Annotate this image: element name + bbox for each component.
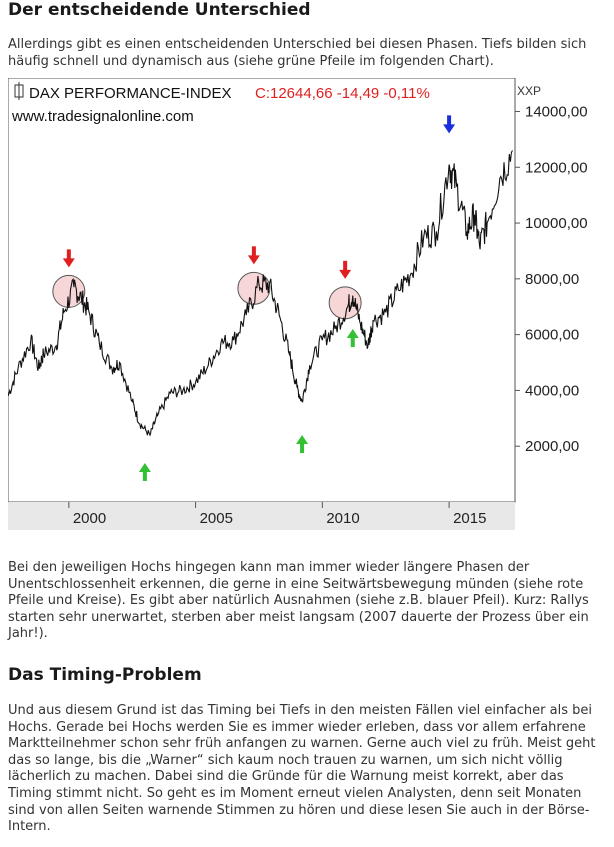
chart-header: DAX PERFORMANCE-INDEX C:12644,66 -14,49 … [11,82,430,125]
section-heading-timing: Das Timing-Problem [8,665,202,685]
section-heading-unterschied: Der entscheidende Unterschied [8,0,311,20]
price-line [7,150,513,437]
green-arrow-up-icon [346,329,359,348]
y-tick-label: 10000,00 [525,215,588,232]
x-tick-label: 2015 [453,510,486,527]
green-arrow-up-icon [138,462,151,481]
red-arrow-down-icon [339,260,352,279]
y-tick-label: 8000,00 [525,271,579,288]
y-tick-label: 2000,00 [525,438,579,455]
y-tick-label: 4000,00 [525,382,579,399]
x-axis-band [8,502,515,530]
y-tick-label: 12000,00 [525,159,588,176]
y-tick-label: 14000,00 [525,103,588,120]
high-circle [328,286,362,320]
chart-title: DAX PERFORMANCE-INDEX [29,85,232,102]
green-arrow-up-icon [296,435,309,454]
currency-label: XXP [517,84,541,98]
x-tick-label: 2010 [326,510,359,527]
timing-paragraph: Und aus diesem Grund ist das Timing bei … [8,703,596,835]
x-tick-label: 2000 [73,510,106,527]
x-tick-label: 2005 [200,510,233,527]
dax-chart: 14000,00 12000,00 10000,00 8000,00 6000,00 40… [7,77,606,530]
y-tick-label: 6000,00 [525,327,579,344]
highs-paragraph: Bei den jeweiligen Hochs hingegen kann m… [8,560,589,642]
blue-arrow-down-icon [443,115,456,134]
intro-paragraph: Allerdings gibt es einen entscheidenden … [8,37,587,69]
red-arrow-down-icon [62,249,75,268]
chart-source: www.tradesignalonline.com [11,108,194,125]
red-arrow-down-icon [247,246,260,265]
chart-quote: C:12644,66 -14,49 -0,11% [255,85,430,102]
